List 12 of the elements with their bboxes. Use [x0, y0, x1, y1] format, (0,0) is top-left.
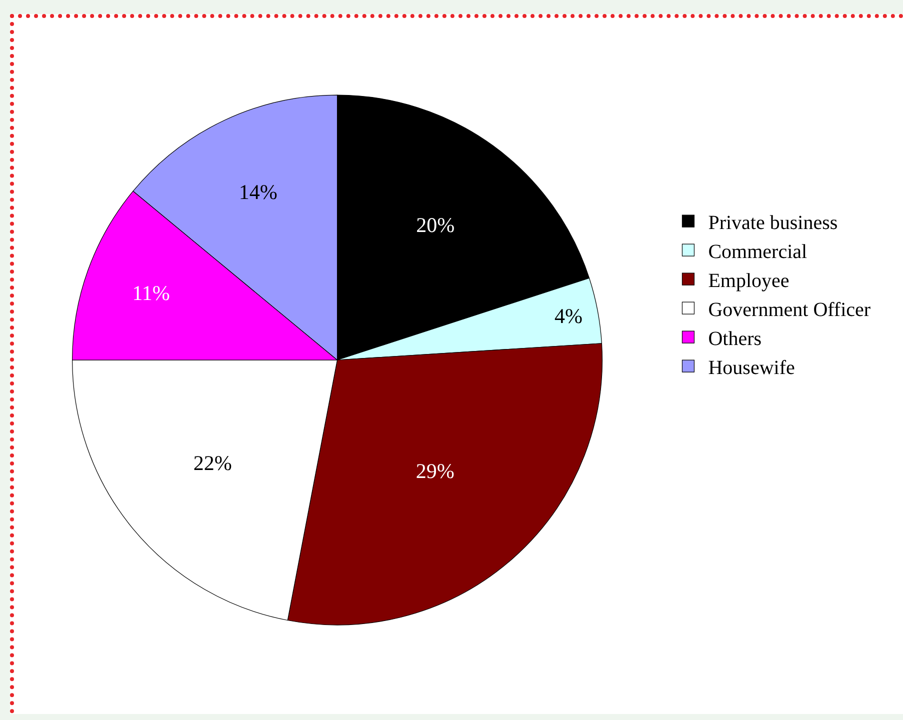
legend-label: Others	[708, 328, 762, 350]
legend-label: Government Officer	[708, 298, 871, 321]
data-label: 14%	[238, 180, 278, 204]
data-label: 20%	[416, 212, 455, 237]
legend-label: Private business	[708, 212, 838, 234]
legend-label: Housewife	[708, 356, 795, 379]
data-label: 29%	[416, 459, 454, 484]
data-label: 22%	[193, 451, 232, 476]
data-label: 11%	[132, 280, 170, 305]
data-label: 4%	[554, 304, 583, 328]
legend-label: Employee	[708, 270, 790, 292]
legend-label: Commercial	[708, 240, 808, 263]
